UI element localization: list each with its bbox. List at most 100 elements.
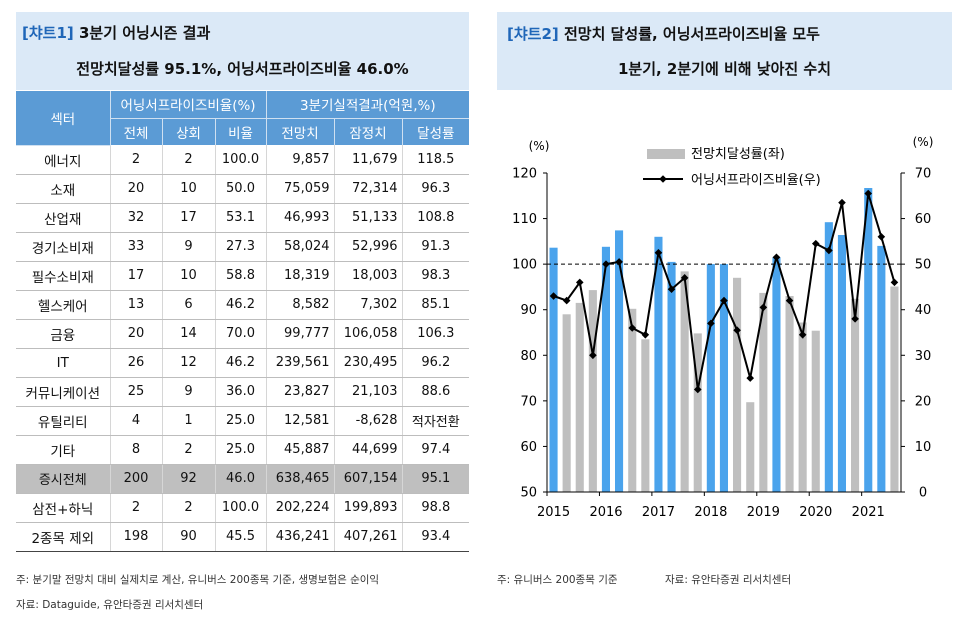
left-tick-label: 60 (520, 440, 537, 455)
legend-bar-swatch (647, 149, 685, 159)
table-cell: 239,561 (266, 348, 335, 378)
table-cell: 10 (162, 174, 216, 204)
table-cell: 46.2 (215, 348, 267, 378)
table-row: 삼전+하닉 2 2 100.0 202,224 199,893 98.8 (16, 493, 470, 523)
right-tick-label: 10 (915, 440, 932, 455)
table-cell: 100.0 (215, 145, 267, 175)
sector-cell: IT (16, 348, 111, 378)
table-cell: 58.8 (215, 261, 267, 291)
line-point (785, 296, 794, 305)
x-tick-label: 2018 (694, 505, 727, 520)
table-cell: 46,993 (266, 203, 335, 233)
table-cell: 4 (110, 406, 163, 436)
x-tick-label: 2021 (852, 505, 885, 520)
left-tick-label: 90 (520, 303, 537, 318)
table-cell: -8,628 (334, 406, 403, 436)
table-cell: 26 (110, 348, 163, 378)
left-title: [챠트1] 3분기 어닝시즌 결과 (22, 22, 210, 43)
bar (706, 264, 715, 492)
table-cell: 2 (110, 493, 163, 523)
table-cell: 36.0 (215, 377, 267, 407)
bar (588, 290, 597, 492)
sector-cell: 유틸리티 (16, 406, 111, 436)
table-row: IT 26 12 46.2 239,561 230,495 96.2 (16, 348, 470, 378)
table-cell: 100.0 (215, 493, 267, 523)
table-cell: 58,024 (266, 232, 335, 262)
left-subtitle: 전망치달성률 95.1%, 어닝서프라이즈비율 46.0% (76, 60, 409, 78)
table-row: 증시전체 200 92 46.0 638,465 607,154 95.1 (16, 464, 470, 494)
line-point (811, 239, 820, 248)
line-point (589, 351, 597, 360)
table-cell: 18,319 (266, 261, 335, 291)
table-cell: 32 (110, 203, 163, 233)
legend-line-label: 어닝서프라이즈비율(우) (691, 173, 821, 188)
earnings-chart: 50 60 70 80 90 100 110 120 0 10 20 30 40 50 60 70 (%) (%)… (512, 135, 934, 520)
bar (824, 222, 833, 492)
table-cell: 44,699 (334, 435, 403, 465)
right-axis-unit: (%) (913, 135, 934, 149)
group-header-results: 3분기실적결과(억원,%) (266, 91, 470, 119)
table-row: 유틸리티 4 1 25.0 12,581 -8,628 적자전환 (16, 406, 470, 436)
line-point (864, 189, 873, 198)
bar (601, 246, 610, 492)
subheader-1: 상회 (162, 118, 216, 145)
bar (628, 308, 637, 492)
table-cell: 6 (162, 290, 216, 320)
sector-cell: 산업재 (16, 203, 111, 233)
table-cell: 10 (162, 261, 216, 291)
sector-cell: 경기소비재 (16, 232, 111, 262)
table-cell: 93.4 (402, 522, 470, 552)
table-cell: 106.3 (402, 319, 470, 349)
bar (772, 257, 781, 492)
table-cell: 85.1 (402, 290, 470, 320)
right-title-box: [챠트2] 전망치 달성률, 어닝서프라이즈비율 모두 1분기, 2분기에 비해… (497, 12, 952, 90)
table-cell: 8 (110, 435, 163, 465)
table-cell: 적자전환 (402, 406, 470, 436)
table-cell: 21,103 (334, 377, 403, 407)
table-cell: 14 (162, 319, 216, 349)
table-cell: 20 (110, 319, 163, 349)
sector-cell: 필수소비재 (16, 261, 111, 291)
table-cell: 88.6 (402, 377, 470, 407)
line-point (707, 319, 715, 328)
table-cell: 7,302 (334, 290, 403, 320)
table-cell: 33 (110, 232, 163, 262)
left-tag: [챠트1] (22, 24, 74, 42)
left-tick-label: 110 (512, 212, 537, 227)
table-row: 금융 20 14 70.0 99,777 106,058 106.3 (16, 319, 470, 349)
right-tick-label: 0 (919, 486, 927, 501)
table-cell: 90 (162, 522, 216, 552)
table-cell: 9 (162, 377, 216, 407)
line-point (746, 374, 755, 382)
table-cell: 96.3 (402, 174, 470, 204)
table-row: 커뮤니케이션 25 9 36.0 23,827 21,103 88.6 (16, 377, 470, 407)
right-title: [챠트2] 전망치 달성률, 어닝서프라이즈비율 모두 (507, 23, 820, 44)
table-row: 에너지 2 2 100.0 9,857 11,679 118.5 (16, 145, 470, 175)
sector-cell: 2종목 제외 (16, 522, 111, 552)
subheader-3: 전망치 (266, 118, 335, 145)
subheader-row: 전체 상회 비율 전망치 잠정치 달성률 (16, 118, 470, 145)
table-cell: 17 (110, 261, 163, 291)
bar (719, 264, 728, 492)
sector-cell: 커뮤니케이션 (16, 377, 111, 407)
table-cell: 199,893 (334, 493, 403, 523)
table-cell: 230,495 (334, 348, 403, 378)
table-cell: 25.0 (215, 435, 267, 465)
table-cell: 92 (162, 464, 216, 494)
table-cell: 97.4 (402, 435, 470, 465)
table-cell: 8,582 (266, 290, 335, 320)
line-point (667, 285, 676, 294)
earnings-table: 섹터 어닝서프라이즈비율(%) 3분기실적결과(억원,%) 전체 상회 비율 전망치 잠… (16, 91, 470, 552)
table-row: 경기소비재 33 9 27.3 58,024 52,996 91.3 (16, 232, 470, 262)
table-cell: 11,679 (334, 145, 403, 175)
table-cell: 96.2 (402, 348, 470, 378)
sector-cell: 헬스케어 (16, 290, 111, 320)
table-cell: 9,857 (266, 145, 335, 175)
legend-line-marker (659, 175, 667, 183)
table-cell: 1 (162, 406, 216, 436)
table-row: 헬스케어 13 6 46.2 8,582 7,302 85.1 (16, 290, 470, 320)
line-point (798, 330, 807, 339)
bar (680, 271, 689, 492)
legend-bar-label: 전망치달성률(좌) (691, 147, 785, 162)
line-point (838, 198, 846, 207)
